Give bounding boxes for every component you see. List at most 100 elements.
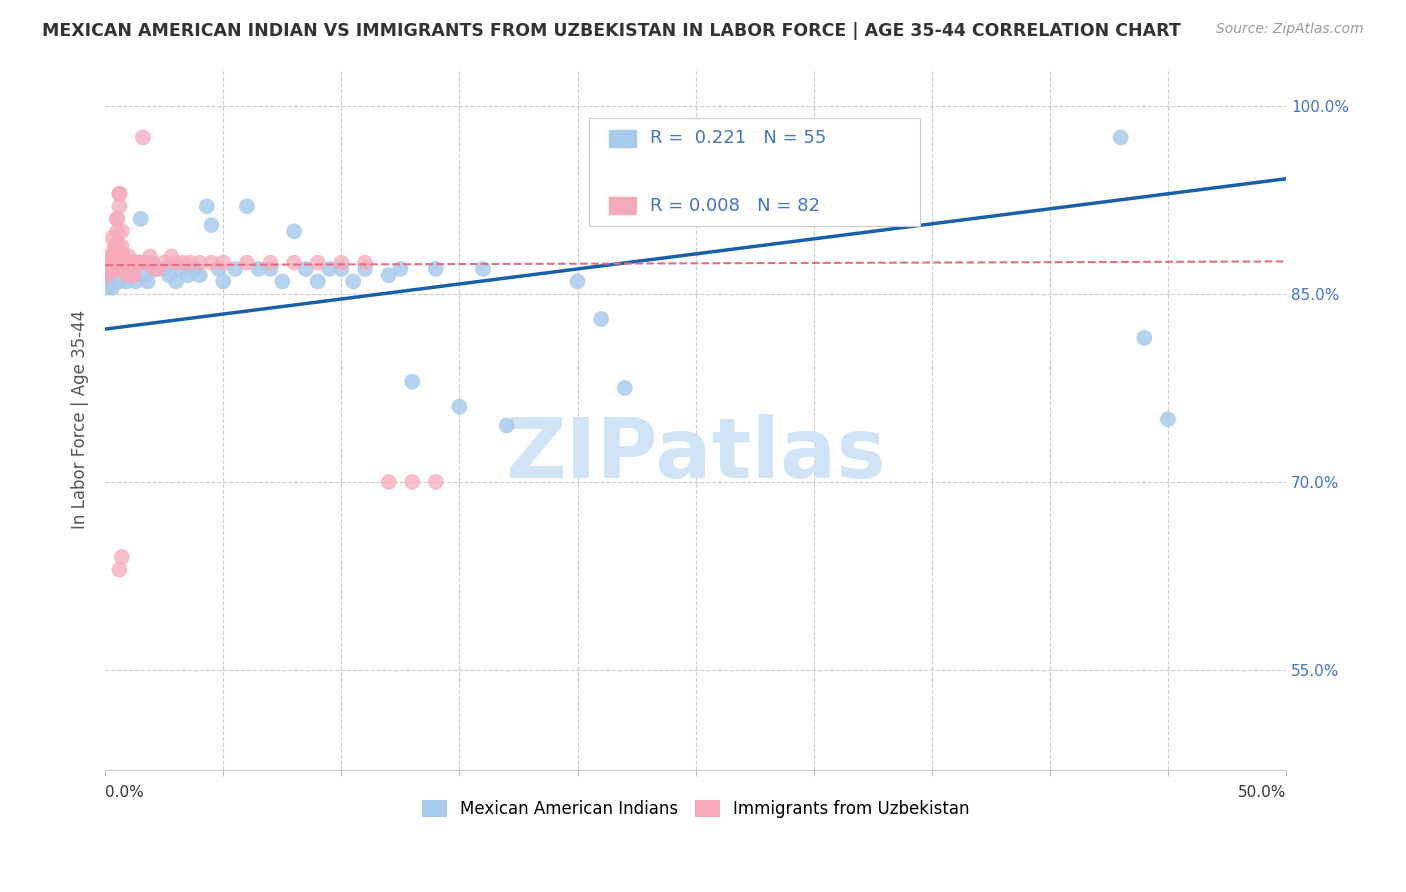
Point: [97, 262, 120, 277]
Point: [104, 255, 127, 269]
Point: [104, 255, 127, 269]
Point: [425, 262, 447, 277]
Point: [283, 224, 305, 238]
Point: [188, 268, 211, 283]
Point: [177, 268, 200, 283]
Point: [153, 255, 176, 269]
Point: [111, 247, 134, 261]
Point: [105, 262, 128, 277]
Point: [120, 255, 142, 269]
Point: [259, 262, 281, 277]
Text: Source: ZipAtlas.com: Source: ZipAtlas.com: [1216, 22, 1364, 37]
Point: [141, 255, 163, 269]
Point: [165, 255, 187, 269]
Point: [98, 255, 121, 269]
Point: [307, 275, 329, 289]
Point: [132, 130, 155, 145]
Point: [98, 268, 121, 283]
Point: [108, 262, 131, 277]
Point: [236, 255, 259, 269]
Point: [101, 255, 124, 269]
Point: [112, 262, 135, 277]
Point: [98, 262, 121, 277]
Point: [207, 262, 229, 277]
Point: [125, 275, 148, 289]
Point: [115, 255, 138, 269]
Point: [224, 262, 246, 277]
Point: [283, 255, 305, 269]
Point: [139, 249, 162, 263]
Point: [125, 255, 148, 269]
Point: [330, 262, 353, 277]
Point: [104, 239, 127, 253]
Point: [104, 262, 127, 277]
Point: [330, 255, 353, 269]
Point: [179, 255, 201, 269]
Point: [122, 268, 145, 283]
Point: [111, 255, 134, 269]
Point: [472, 262, 495, 277]
Point: [98, 255, 121, 269]
Point: [105, 211, 128, 226]
Point: [136, 275, 159, 289]
Point: [146, 262, 169, 277]
Point: [101, 249, 124, 263]
Point: [108, 186, 131, 201]
Point: [188, 255, 211, 269]
Point: [212, 275, 235, 289]
Point: [184, 262, 207, 277]
Text: MEXICAN AMERICAN INDIAN VS IMMIGRANTS FROM UZBEKISTAN IN LABOR FORCE | AGE 35-44: MEXICAN AMERICAN INDIAN VS IMMIGRANTS FR…: [42, 22, 1181, 40]
Point: [112, 255, 135, 269]
Point: [105, 262, 128, 277]
Point: [104, 262, 127, 277]
Point: [105, 224, 128, 238]
Point: [112, 255, 135, 269]
Point: [98, 262, 121, 277]
Point: [98, 255, 121, 269]
Text: ZIPatlas: ZIPatlas: [505, 414, 886, 495]
Point: [377, 268, 399, 283]
Point: [342, 275, 364, 289]
Point: [295, 262, 318, 277]
Point: [101, 281, 124, 295]
Point: [449, 400, 471, 414]
Point: [318, 262, 340, 277]
Point: [212, 255, 235, 269]
Point: [97, 281, 120, 295]
Point: [104, 262, 127, 277]
Point: [134, 255, 156, 269]
Text: 50.0%: 50.0%: [1237, 785, 1286, 800]
Point: [567, 275, 589, 289]
Point: [134, 268, 156, 283]
Point: [120, 255, 142, 269]
FancyBboxPatch shape: [589, 118, 920, 227]
Point: [236, 199, 259, 213]
Point: [613, 381, 636, 395]
Point: [98, 262, 121, 277]
Point: [1109, 130, 1132, 145]
Point: [1133, 331, 1156, 345]
Point: [97, 262, 120, 277]
Point: [157, 268, 180, 283]
Point: [111, 262, 134, 277]
Point: [129, 255, 152, 269]
Point: [97, 255, 120, 269]
Point: [118, 268, 141, 283]
Point: [153, 262, 176, 277]
Point: [425, 475, 447, 489]
Point: [108, 563, 131, 577]
Point: [401, 375, 423, 389]
Point: [115, 275, 138, 289]
Point: [105, 236, 128, 251]
Point: [97, 262, 120, 277]
Point: [141, 262, 163, 277]
Point: [118, 249, 141, 263]
Point: [200, 218, 222, 232]
Point: [101, 262, 124, 277]
Point: [143, 262, 166, 277]
Point: [98, 249, 121, 263]
Point: [591, 312, 613, 326]
Point: [125, 255, 148, 269]
Point: [108, 199, 131, 213]
Point: [195, 199, 218, 213]
